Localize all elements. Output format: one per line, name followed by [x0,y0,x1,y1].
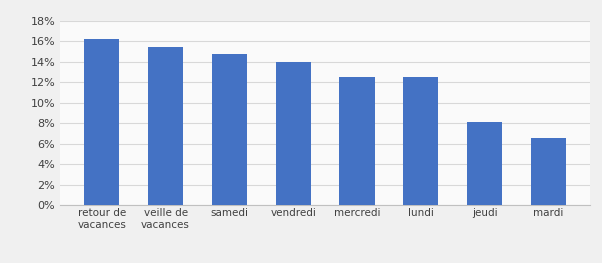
Bar [531,138,566,205]
Bar [276,62,311,205]
Bar [212,54,247,205]
Bar [340,77,374,205]
Bar [148,47,183,205]
Bar [84,39,119,205]
Bar [467,122,502,205]
Bar [403,77,438,205]
